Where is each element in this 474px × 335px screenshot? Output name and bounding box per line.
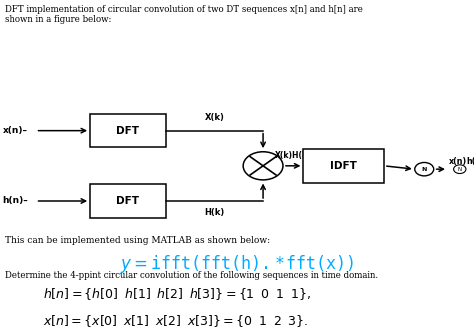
Circle shape [415, 162, 434, 176]
Text: $h[n]=\{h[0]\;\;h[1]\;\;h[2]\;\;h[3]\}=\{1\;\;0\;\;1\;\;1\},$: $h[n]=\{h[0]\;\;h[1]\;\;h[2]\;\;h[3]\}=\… [43, 286, 310, 303]
Text: X(k): X(k) [205, 113, 224, 122]
Text: X(k)H(k): X(k)H(k) [275, 151, 311, 160]
Bar [90, 114, 166, 147]
Circle shape [454, 165, 466, 174]
Text: DFT implementation of circular convolution of two DT sequences x[n] and h[n] are: DFT implementation of circular convoluti… [5, 5, 363, 14]
Text: x(n)–: x(n)– [2, 126, 27, 135]
Text: N: N [421, 167, 427, 172]
Text: This can be implemented using MATLAB as shown below:: This can be implemented using MATLAB as … [5, 236, 270, 245]
Text: h(n): h(n) [466, 157, 474, 166]
Text: DFT: DFT [117, 196, 139, 206]
Text: Determine the 4-ppint circular convolution of the following sequences in time do: Determine the 4-ppint circular convoluti… [5, 271, 378, 280]
Bar [90, 184, 166, 218]
Text: $y = \mathtt{ifft(fft(h).\!*\!fft(x))}$: $y = \mathtt{ifft(fft(h).\!*\!fft(x))}$ [120, 253, 354, 275]
Circle shape [243, 152, 283, 180]
Text: $x[n]=\{x[0]\;\;x[1]\;\;x[2]\;\;x[3]\}=\{0\;\;1\;\;2\;\;3\}.$: $x[n]=\{x[0]\;\;x[1]\;\;x[2]\;\;x[3]\}=\… [43, 313, 308, 329]
Bar [303, 149, 384, 183]
Text: N: N [458, 167, 462, 172]
Text: DFT: DFT [117, 126, 139, 136]
Text: IDFT: IDFT [330, 161, 357, 171]
Text: h(n)–: h(n)– [2, 197, 28, 205]
Text: x(n): x(n) [449, 157, 468, 166]
Text: N: N [457, 167, 461, 172]
Text: shown in a figure below:: shown in a figure below: [5, 15, 111, 24]
Text: H(k): H(k) [204, 208, 225, 217]
